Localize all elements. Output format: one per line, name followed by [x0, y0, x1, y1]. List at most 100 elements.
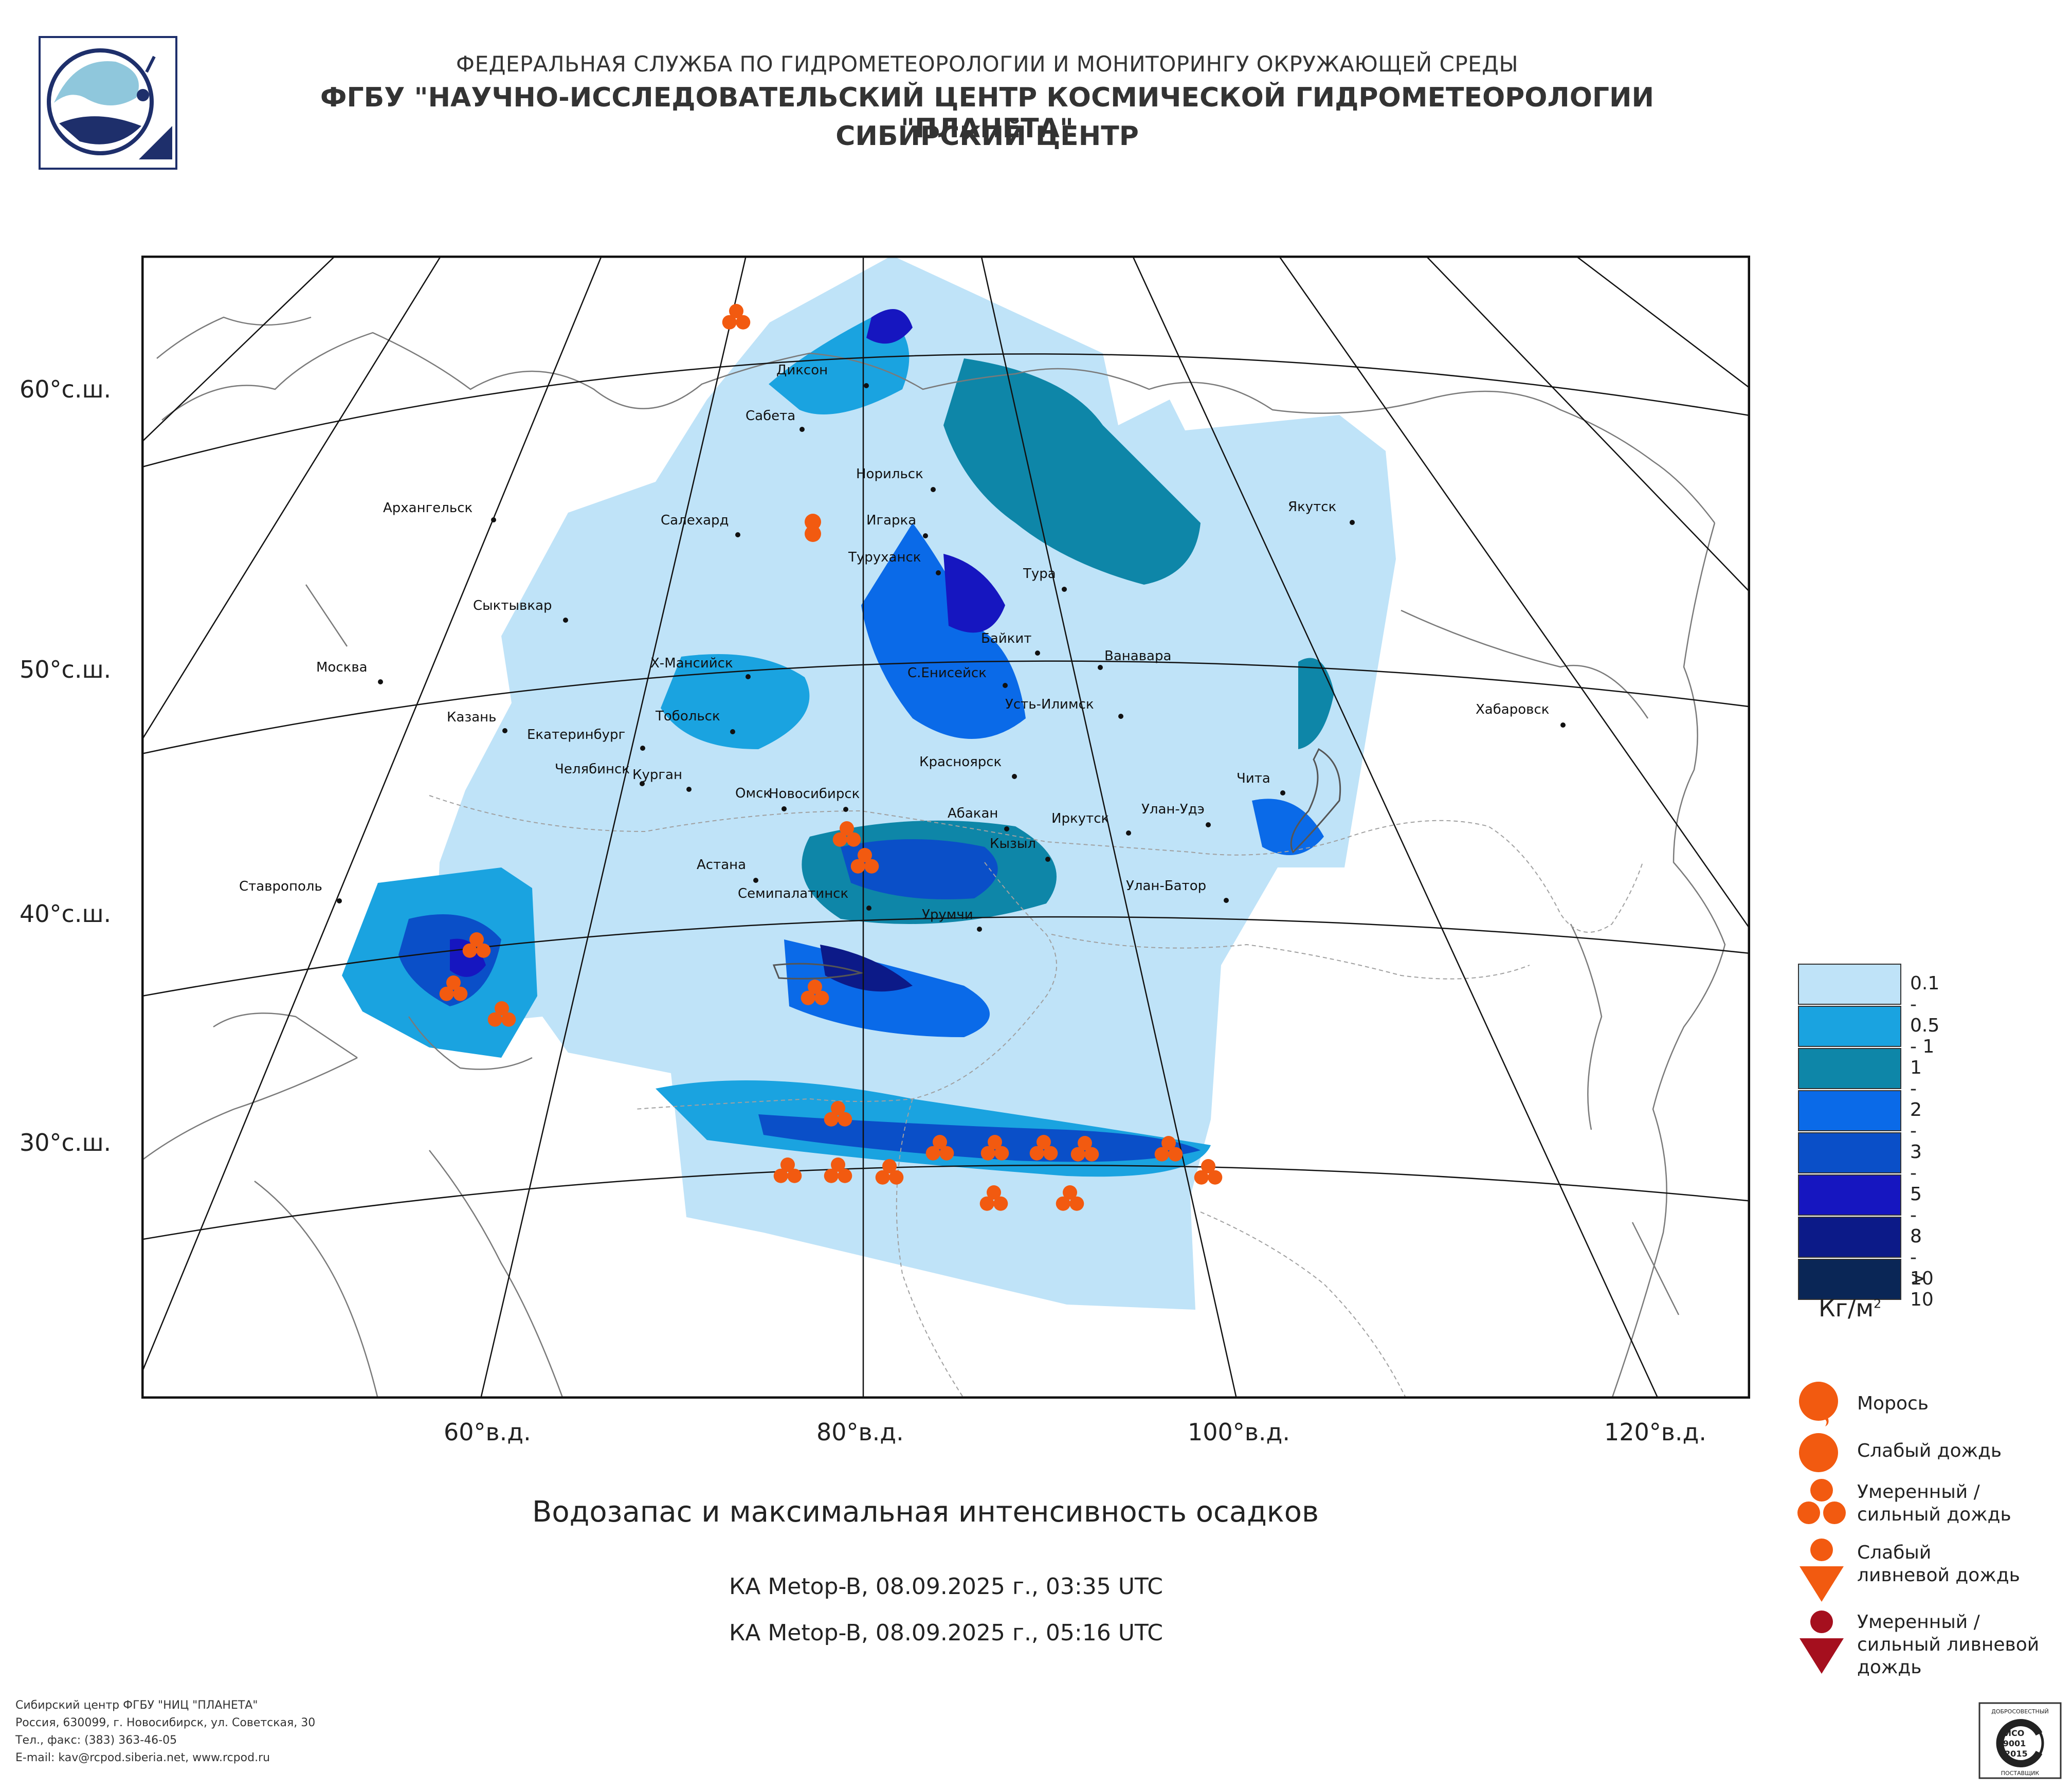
moderate-rain-marker-10: [824, 1157, 852, 1183]
city-27-marker: [1004, 826, 1009, 831]
footer-address: Россия, 630099, г. Новосибирск, ул. Сове…: [15, 1716, 316, 1729]
city-20-label: Екатеринбург: [527, 727, 625, 743]
lat-label-40: 40°с.ш.: [20, 900, 112, 928]
city-10-marker: [563, 618, 568, 623]
moderate-rain-marker-9: [773, 1157, 802, 1183]
city-12-label: Ванавара: [1104, 648, 1171, 664]
city-16-marker: [1118, 714, 1123, 719]
city-23-label: Курган: [632, 767, 682, 783]
pass-2: КА Metop-B, 08.09.2025 г., 05:16 UTC: [729, 1620, 1163, 1646]
light-shower-label: Слабый ливневой дождь: [1857, 1542, 2020, 1586]
city-7-label: Туруханск: [848, 550, 921, 565]
moderate-rain-marker-1: [722, 304, 751, 330]
map-title: Водозапас и максимальная интенсивность о…: [532, 1495, 1319, 1529]
lon-label-100: 100°в.д.: [1188, 1418, 1290, 1446]
lat-label-50: 50°с.ш.: [20, 656, 112, 683]
moderate-rain-marker-3: [850, 848, 879, 874]
city-2-label: Сабета: [746, 408, 795, 424]
city-17-marker: [502, 728, 507, 733]
city-22-label: Челябинск: [555, 762, 630, 777]
legend-swatch-2: [1798, 1006, 1901, 1047]
legend-swatch-8: [1798, 1259, 1901, 1300]
country-borders: [429, 795, 1643, 1399]
city-22-marker: [640, 781, 645, 786]
city-9-label: Тура: [1023, 566, 1056, 582]
legend-unit-sup: 2: [1874, 1296, 1882, 1311]
city-28-label: Улан-Удэ: [1141, 802, 1205, 817]
legend-label-4: 2 - 3: [1910, 1099, 1922, 1163]
legend-label-2: 0.5 - 1: [1910, 1015, 1940, 1057]
city-14-label: Х-Мансийск: [650, 656, 733, 671]
city-17-label: Казань: [447, 710, 496, 725]
city-11-marker: [1035, 650, 1040, 656]
legend-swatch-3: [1798, 1048, 1901, 1089]
city-11-label: Байкит: [981, 631, 1031, 646]
city-26-label: Новосибирск: [769, 786, 860, 802]
light-rain-marker-1: [805, 514, 821, 530]
city-25-label: Омск: [735, 786, 771, 801]
precipitation-map: Диксон Сабета Норильск Архангельск Салехард И…: [141, 256, 1750, 1399]
light-rain-marker-2: [805, 526, 821, 542]
city-31-marker: [753, 878, 758, 883]
city-19-label: Хабаровск: [1476, 702, 1549, 717]
city-8-label: Якутск: [1288, 499, 1336, 515]
city-30-marker: [1045, 857, 1050, 862]
heavy-shower-icon: [1800, 1611, 1844, 1674]
moderate-rain-label: Умеренный / сильный дождь: [1857, 1481, 2011, 1525]
moderate-rain-marker-19: [1056, 1185, 1084, 1211]
footer-email: E-mail: kav@rcpod.siberia.net, www.rcpod…: [15, 1751, 270, 1764]
iso-9001-badge: ДОБРОСОВЕСТНЫЙ ИСО 9001 -2015 ПОСТАВЩИК: [1978, 1702, 2062, 1779]
moderate-rain-marker-17: [1194, 1159, 1223, 1185]
heavy-shower-label: Умеренный / сильный ливневой дождь: [1857, 1612, 2040, 1678]
legend-label-1: 0.1 - 0.5: [1910, 973, 1940, 1036]
city-labels: Диксон Сабета Норильск Архангельск Салехард И…: [239, 363, 1549, 922]
city-35-label: Урумчи: [922, 907, 973, 922]
city-30-label: Кызыл: [990, 836, 1036, 852]
city-9-marker: [1062, 587, 1067, 592]
legend-label-6: 5 - 8: [1910, 1184, 1922, 1247]
header-institution: ФГБУ "НАУЧНО-ИССЛЕДОВАТЕЛЬСКИЙ ЦЕНТР КОС…: [320, 82, 1655, 144]
moderate-rain-marker-8: [824, 1101, 852, 1127]
city-25-marker: [781, 806, 787, 811]
iso-text-1: ИСО: [2005, 1728, 2025, 1738]
city-21-marker: [1012, 774, 1017, 779]
moderate-rain-marker-11: [875, 1159, 904, 1185]
city-34-marker: [1224, 898, 1229, 903]
moderate-rain-marker-14: [1029, 1135, 1058, 1161]
legend-label-3: 1 - 2: [1910, 1057, 1922, 1120]
city-33-label: Семипалатинск: [738, 886, 848, 901]
city-27-label: Абакан: [948, 806, 998, 821]
drizzle-label: Морось: [1857, 1393, 1929, 1414]
city-18-marker: [730, 729, 735, 734]
city-20-marker: [640, 746, 645, 751]
city-12-marker: [1098, 665, 1103, 670]
city-4-marker: [491, 517, 496, 522]
city-14-marker: [746, 674, 751, 679]
legend-unit: Кг/м2: [1819, 1294, 1881, 1322]
planeta-logo: [39, 36, 177, 170]
moderate-rain-marker-5: [462, 932, 491, 958]
city-29-marker: [1126, 830, 1131, 836]
city-1-marker: [864, 383, 869, 388]
iso-bottom-text: ПОСТАВЩИК: [2001, 1770, 2040, 1777]
city-24-label: Чита: [1237, 771, 1270, 786]
city-3-marker: [931, 487, 936, 492]
legend-label-5: 3 - 5: [1910, 1142, 1922, 1205]
city-34-label: Улан-Батор: [1126, 878, 1206, 894]
moderate-rain-marker-2: [832, 821, 861, 847]
graticule: [141, 256, 1750, 1399]
city-21-label: Красноярск: [919, 754, 1002, 770]
moderate-rain-marker-16: [1154, 1136, 1183, 1162]
city-markers: [337, 383, 1566, 932]
lon-label-80: 80°в.д.: [816, 1418, 904, 1446]
legend-swatch-7: [1798, 1217, 1901, 1258]
footer-org: Сибирский центр ФГБУ "НИЦ "ПЛАНЕТА": [15, 1699, 258, 1712]
city-15-marker: [1003, 683, 1008, 688]
city-24-marker: [1280, 790, 1285, 795]
moderate-rain-marker-12: [925, 1135, 954, 1161]
moderate-rain-marker-4: [801, 980, 829, 1005]
lake-baikal: [1290, 748, 1341, 854]
city-29-label: Иркутск: [1051, 811, 1109, 826]
city-8-marker: [1350, 520, 1355, 525]
iso-top-text: ДОБРОСОВЕСТНЫЙ: [1991, 1708, 2049, 1715]
